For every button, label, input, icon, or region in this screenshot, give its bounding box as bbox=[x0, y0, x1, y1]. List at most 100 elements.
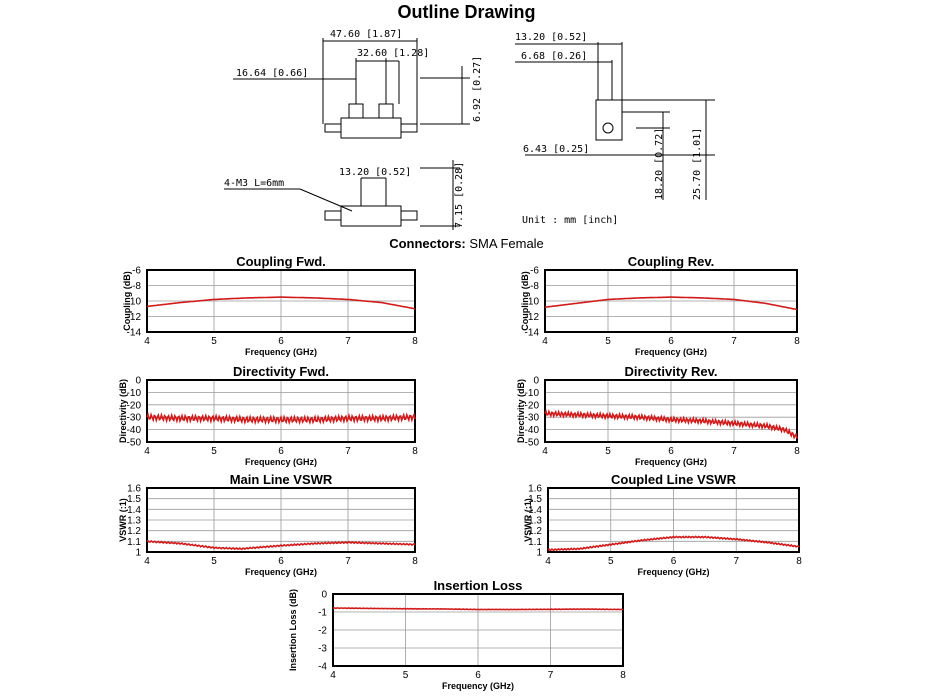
chart-title: Coupling Rev. bbox=[628, 254, 714, 269]
y-tick-label: 1.6 bbox=[528, 484, 542, 495]
series-line bbox=[544, 409, 798, 440]
x-axis-label: Frequency (GHz) bbox=[635, 457, 707, 467]
x-tick-label: 6 bbox=[278, 336, 284, 347]
chart-title: Coupling Fwd. bbox=[236, 254, 326, 269]
chart-title: Insertion Loss bbox=[434, 578, 523, 593]
y-tick-label: 1.1 bbox=[528, 537, 542, 548]
x-tick-label: 5 bbox=[211, 556, 217, 567]
dim-end-bottom-offset: 6.43 [0.25] bbox=[523, 144, 589, 155]
x-axis-label: Frequency (GHz) bbox=[245, 457, 317, 467]
x-tick-label: 8 bbox=[412, 446, 418, 457]
y-tick-label: -3 bbox=[318, 644, 327, 655]
dim-port-offset: 16.64 [0.66] bbox=[236, 68, 308, 79]
x-tick-label: 8 bbox=[794, 446, 800, 457]
y-tick-label: -20 bbox=[525, 400, 540, 411]
plot-frame bbox=[332, 593, 624, 667]
chart-title: Coupled Line VSWR bbox=[611, 472, 737, 487]
dim-body-height: 7.15 [0.28] bbox=[454, 162, 465, 228]
y-tick-label: 1.3 bbox=[528, 516, 542, 527]
x-tick-label: 5 bbox=[605, 336, 611, 347]
y-tick-label: -12 bbox=[525, 312, 540, 323]
y-tick-label: 1.2 bbox=[528, 526, 542, 537]
dim-overall-length: 47.60 [1.87] bbox=[330, 29, 402, 40]
y-axis-label: Insertion Loss (dB) bbox=[288, 589, 298, 671]
y-tick-label: 0 bbox=[533, 376, 539, 387]
unit-note: Unit : mm [inch] bbox=[522, 215, 618, 226]
dim-mount-spacing: 13.20 [0.52] bbox=[339, 167, 411, 178]
y-tick-label: 1 bbox=[135, 548, 141, 559]
dim-end-total-height: 25.70 [1.01] bbox=[692, 128, 703, 200]
y-tick-label: 0 bbox=[321, 590, 327, 601]
y-tick-label: 1.5 bbox=[528, 494, 542, 505]
y-tick-label: -50 bbox=[127, 438, 142, 449]
x-tick-label: 8 bbox=[796, 556, 802, 567]
y-tick-label: 1.4 bbox=[528, 505, 542, 516]
y-tick-label: -30 bbox=[127, 413, 142, 424]
x-axis-label: Frequency (GHz) bbox=[635, 347, 707, 357]
x-axis-label: Frequency (GHz) bbox=[245, 567, 317, 577]
connectors-value: SMA Female bbox=[469, 236, 544, 251]
x-tick-label: 4 bbox=[542, 336, 548, 347]
plot-frame bbox=[547, 487, 800, 553]
y-tick-label: 1.2 bbox=[127, 526, 141, 537]
y-tick-label: -40 bbox=[127, 425, 142, 436]
y-axis-label: VSWR (:1) bbox=[118, 498, 128, 542]
chart-4: 4 5 6 7 8 1.61.51.41.31.21.11 Main Line VSWR Fr… bbox=[118, 472, 418, 577]
chart-1: 4 5 6 7 8 -6 -8 -10 -12 -14 Coupling Rev. Frequency… bbox=[520, 254, 800, 357]
x-tick-label: 7 bbox=[345, 446, 351, 457]
connectors-note: Connectors: SMA Female bbox=[0, 236, 933, 251]
connectors-label: Connectors: bbox=[389, 236, 466, 251]
x-tick-label: 6 bbox=[278, 556, 284, 567]
series-line bbox=[332, 607, 624, 611]
y-tick-label: -10 bbox=[525, 297, 540, 308]
chart-0: 4 5 6 7 8 -6 -8 -10 -12 -14 Coupling Fwd. Frequency… bbox=[122, 254, 418, 357]
series-line bbox=[146, 412, 416, 426]
x-tick-label: 4 bbox=[144, 556, 150, 567]
sma-connector-side-right bbox=[400, 210, 418, 221]
x-tick-label: 7 bbox=[731, 336, 737, 347]
x-tick-label: 6 bbox=[278, 446, 284, 457]
chart-title: Directivity Fwd. bbox=[233, 364, 329, 379]
x-tick-label: 4 bbox=[144, 446, 150, 457]
x-tick-label: 7 bbox=[731, 446, 737, 457]
series-line bbox=[547, 535, 800, 552]
x-tick-label: 5 bbox=[211, 446, 217, 457]
x-tick-label: 8 bbox=[794, 336, 800, 347]
y-tick-label: -50 bbox=[525, 438, 540, 449]
plot-frame bbox=[146, 487, 416, 553]
series-line bbox=[146, 296, 416, 310]
plot-frame bbox=[146, 269, 416, 333]
y-tick-label: -6 bbox=[530, 266, 539, 277]
sma-connector-right bbox=[400, 123, 418, 133]
x-tick-label: 6 bbox=[668, 336, 674, 347]
y-tick-label: -10 bbox=[525, 388, 540, 399]
y-tick-label: 1.1 bbox=[127, 537, 141, 548]
x-tick-label: 7 bbox=[345, 336, 351, 347]
x-tick-label: 7 bbox=[733, 556, 739, 567]
chart-title: Main Line VSWR bbox=[230, 472, 333, 487]
x-axis-label: Frequency (GHz) bbox=[245, 347, 317, 357]
y-tick-label: 1.6 bbox=[127, 484, 141, 495]
x-tick-label: 4 bbox=[330, 670, 336, 681]
x-tick-label: 7 bbox=[548, 670, 554, 681]
dim-mount-screws: 4-M3 L=6mm bbox=[224, 178, 284, 189]
y-tick-label: 1.3 bbox=[127, 516, 141, 527]
x-tick-label: 4 bbox=[542, 446, 548, 457]
x-tick-label: 4 bbox=[144, 336, 150, 347]
dim-port-height: 6.92 [0.27] bbox=[472, 56, 483, 122]
y-tick-label: -14 bbox=[525, 328, 540, 339]
x-tick-label: 5 bbox=[608, 556, 614, 567]
page-title: Outline Drawing bbox=[397, 2, 536, 22]
dim-end-port-height: 18.20 [0.72] bbox=[654, 128, 665, 200]
chart-2: 4 5 6 7 8 0-10-20 -30-40 -50 Directivity Fwd. Fre… bbox=[118, 364, 418, 467]
y-axis-label: Directivity (dB) bbox=[516, 379, 526, 443]
y-tick-label: -8 bbox=[132, 281, 141, 292]
y-tick-label: 1.5 bbox=[127, 494, 141, 505]
y-axis-label: Directivity (dB) bbox=[118, 379, 128, 443]
chart-5: 4 5 6 7 8 1.61.51.41.31.21.11 Coupled Line VSW… bbox=[523, 472, 802, 577]
x-tick-label: 5 bbox=[605, 446, 611, 457]
dim-end-width: 13.20 [0.52] bbox=[515, 32, 587, 43]
chart-title: Directivity Rev. bbox=[625, 364, 718, 379]
y-tick-label: -10 bbox=[127, 297, 142, 308]
